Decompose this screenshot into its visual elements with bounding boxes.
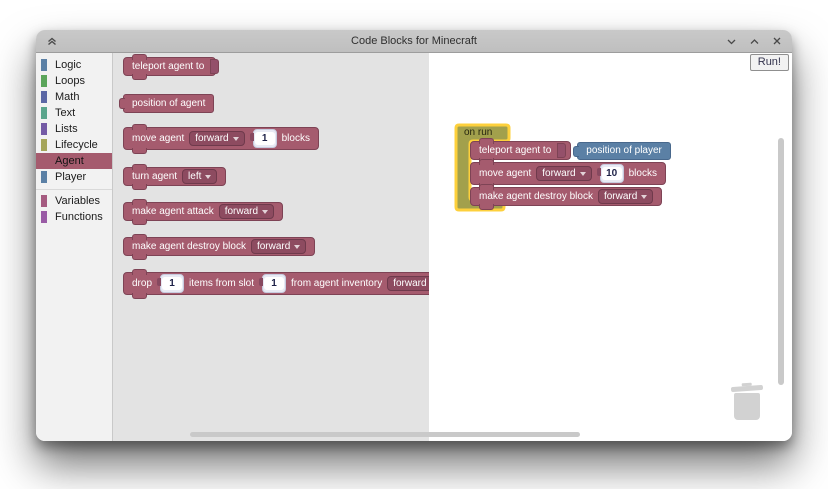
sidebar-item-loops[interactable]: Loops — [36, 73, 112, 89]
window-menu-icon[interactable] — [46, 35, 58, 47]
on-run-label: on run — [464, 127, 493, 138]
category-color-chip — [41, 155, 47, 167]
category-separator — [36, 189, 112, 190]
direction-dropdown[interactable]: forward — [189, 131, 245, 146]
category-color-chip — [41, 123, 47, 135]
direction-dropdown[interactable]: forward — [597, 189, 654, 204]
trash-lid — [730, 384, 764, 393]
block-teleport-agent-to[interactable]: teleport agent to — [123, 54, 220, 80]
close-icon[interactable] — [771, 35, 783, 47]
chevron-down-icon — [232, 136, 239, 141]
sidebar-item-variables[interactable]: Variables — [36, 193, 112, 209]
sidebar-item-text[interactable]: Text — [36, 105, 112, 121]
block-move-agent[interactable]: move agent forward 1 blocks — [123, 124, 319, 154]
number-input[interactable]: 10 — [596, 164, 624, 183]
sidebar-item-functions[interactable]: Functions — [36, 209, 112, 225]
number-input[interactable]: 1 — [259, 274, 287, 293]
maximize-icon[interactable] — [748, 35, 760, 47]
workspace[interactable]: Run! on run teleport agent to position o… — [429, 53, 792, 441]
block-make-agent-destroy[interactable]: make agent destroy block forward — [470, 184, 663, 210]
trash-body — [734, 393, 760, 420]
block-move-agent[interactable]: move agent forward 10 blocks — [470, 159, 666, 189]
category-color-chip — [41, 211, 47, 223]
value-socket — [557, 143, 567, 158]
statement-row: teleport agent to position of player — [470, 138, 671, 164]
app-window: Code Blocks for Minecraft — [36, 30, 792, 441]
sidebar-item-lists[interactable]: Lists — [36, 121, 112, 137]
minimize-icon[interactable] — [725, 35, 737, 47]
block-drop-items[interactable]: drop 1 items from slot 1 from agent inve… — [123, 269, 452, 299]
category-color-chip — [41, 59, 47, 71]
chevron-down-icon — [579, 171, 586, 176]
vertical-scrollbar[interactable] — [778, 138, 784, 385]
number-input[interactable]: 1 — [157, 274, 185, 293]
category-color-chip — [41, 139, 47, 151]
sidebar-item-agent[interactable]: Agent — [36, 153, 112, 169]
category-color-chip — [41, 107, 47, 119]
run-button[interactable]: Run! — [749, 54, 789, 71]
category-color-chip — [41, 91, 47, 103]
block-make-agent-attack[interactable]: make agent attack forward — [123, 199, 284, 225]
direction-dropdown[interactable]: forward — [250, 239, 307, 254]
sidebar-item-logic[interactable]: Logic — [36, 57, 112, 73]
chevron-down-icon — [205, 174, 212, 179]
sidebar-item-lifecycle[interactable]: Lifecycle — [36, 137, 112, 153]
number-input[interactable]: 1 — [249, 129, 277, 148]
category-color-chip — [41, 195, 47, 207]
block-position-of-agent[interactable]: position of agent — [118, 94, 215, 113]
main-content: Logic Loops Math Text Lists Lifecycle — [36, 53, 792, 441]
on-run-statements: teleport agent to position of player mov… — [470, 138, 671, 210]
block-position-of-player[interactable]: position of player — [573, 141, 671, 160]
category-color-chip — [41, 171, 47, 183]
horizontal-scrollbar[interactable] — [190, 432, 580, 437]
toolbox-flyout: teleport agent to position of agent move… — [113, 53, 452, 441]
direction-dropdown[interactable]: left — [182, 169, 218, 184]
chevron-down-icon — [294, 244, 301, 249]
category-color-chip — [41, 75, 47, 87]
trash-icon[interactable] — [729, 382, 765, 422]
chevron-down-icon — [262, 209, 269, 214]
value-socket — [210, 59, 220, 74]
window-title: Code Blocks for Minecraft — [351, 35, 477, 47]
block-teleport-agent-to[interactable]: teleport agent to — [470, 138, 572, 164]
sidebar-item-math[interactable]: Math — [36, 89, 112, 105]
block-turn-agent[interactable]: turn agent left — [123, 164, 227, 190]
sidebar-item-player[interactable]: Player — [36, 169, 112, 185]
titlebar: Code Blocks for Minecraft — [36, 30, 792, 53]
direction-dropdown[interactable]: forward — [536, 166, 592, 181]
block-make-agent-destroy[interactable]: make agent destroy block forward — [123, 234, 316, 260]
direction-dropdown[interactable]: forward — [218, 204, 275, 219]
toolbox-sidebar: Logic Loops Math Text Lists Lifecycle — [36, 53, 113, 441]
chevron-down-icon — [641, 194, 648, 199]
block-on-run[interactable]: on run teleport agent to position of pla… — [454, 123, 695, 219]
